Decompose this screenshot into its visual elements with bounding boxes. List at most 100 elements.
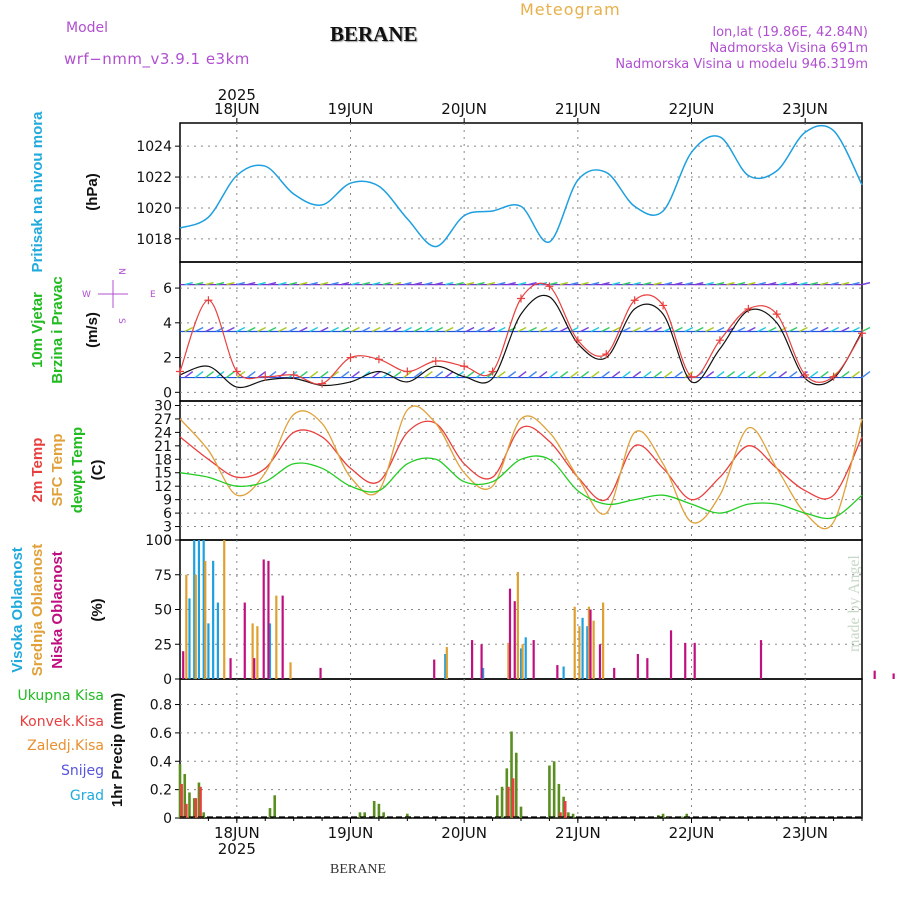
y-tick-label: 15 xyxy=(154,466,172,482)
y-tick-label: 1022 xyxy=(136,170,172,186)
wind-arrow xyxy=(340,326,350,333)
wind-gust-marker xyxy=(829,372,838,381)
wind-gust-marker xyxy=(318,379,327,388)
wind-gust-marker xyxy=(630,296,639,305)
y-tick-label: 9 xyxy=(163,493,172,509)
wind-arrow xyxy=(642,326,652,333)
precip-bar xyxy=(185,803,188,818)
wind-gust-marker xyxy=(374,355,383,364)
wind-arrow xyxy=(507,281,516,286)
wind-arrow xyxy=(799,326,808,333)
wind-gust-marker xyxy=(488,367,497,376)
model-label: Model xyxy=(66,20,109,36)
wind-gust-marker xyxy=(460,362,469,371)
wind-legend-e: E xyxy=(150,290,156,300)
wind-arrow xyxy=(715,326,725,333)
wind-gust-marker xyxy=(431,357,440,366)
wind-arrow xyxy=(299,326,308,333)
wind-arrow xyxy=(382,281,391,286)
wind-arrow xyxy=(236,370,246,379)
y-tick-label: 27 xyxy=(154,412,172,428)
wind-arrow xyxy=(548,370,558,379)
wind-arrow xyxy=(674,281,683,286)
wind-arrow xyxy=(861,370,871,379)
wind-arrow xyxy=(705,281,714,286)
wind-arrow xyxy=(747,326,756,333)
wind-arrow xyxy=(767,326,777,333)
wind-arrow xyxy=(788,281,798,286)
y-tick-label: 25 xyxy=(154,637,172,653)
wind-arrow xyxy=(309,326,319,333)
precip-bar xyxy=(372,800,376,818)
cloud-bar xyxy=(562,666,565,679)
wind-arrow xyxy=(465,326,475,333)
wind-gust-marker xyxy=(602,350,611,359)
wind-arrow xyxy=(340,281,350,286)
wind-legend-w: W xyxy=(82,290,91,300)
cloud-bar xyxy=(573,606,576,679)
temp-side-label-2: SFC Temp xyxy=(49,433,66,506)
precip-bar xyxy=(183,774,187,818)
cloud-bar xyxy=(223,540,226,679)
cloud-bar xyxy=(216,602,219,679)
y-tick-label: 6 xyxy=(163,281,172,297)
wind-arrow xyxy=(455,281,464,286)
wind-arrow xyxy=(528,326,537,333)
cloud-bar xyxy=(892,673,895,679)
precip-legend-3: Snijeg xyxy=(61,763,104,779)
wind-arrow xyxy=(778,281,787,286)
cloud-bar xyxy=(202,540,205,679)
wind-gust-marker xyxy=(687,372,696,381)
wind-arrow xyxy=(632,370,642,379)
wind-arrow xyxy=(830,326,840,333)
wind-arrow xyxy=(424,326,433,333)
wind-arrow xyxy=(757,281,766,286)
wind-arrow xyxy=(663,281,673,286)
wind-arrow xyxy=(570,281,579,286)
cloud-bar xyxy=(229,658,232,679)
x-date-label-top: 22JUN xyxy=(669,100,715,118)
wind-arrow xyxy=(486,281,496,286)
wind-arrow xyxy=(642,370,652,379)
y-tick-label: 0 xyxy=(163,385,172,401)
cloud-bar xyxy=(521,644,524,679)
wind-gust-marker xyxy=(858,329,866,338)
cloud-bar xyxy=(482,667,485,679)
y-tick-label: 4 xyxy=(163,316,172,332)
cloud-bar xyxy=(204,560,207,679)
temperature-line-2 xyxy=(179,455,863,520)
precip-bar xyxy=(358,812,362,818)
model-altitude-label: Nadmorska Visina u modelu 946.319m xyxy=(615,57,868,72)
wind-arrow xyxy=(309,370,319,379)
precip-y-label: 1hr Precip (mm) xyxy=(109,693,126,807)
wind-arrow xyxy=(246,370,256,379)
y-tick-label: 2 xyxy=(163,351,172,367)
wind-arrow xyxy=(476,281,485,286)
wind-arrow xyxy=(278,281,287,286)
wind-arrow xyxy=(361,326,371,333)
wind-arrow xyxy=(809,370,819,379)
precip-bar xyxy=(557,783,561,818)
temp-side-label-1: 2m Temp xyxy=(29,438,46,503)
wind-arrow xyxy=(205,326,214,333)
wind-arrow xyxy=(330,326,339,333)
y-tick-label: 24 xyxy=(154,425,172,441)
y-tick-label: 21 xyxy=(154,439,172,455)
wind-arrow xyxy=(184,281,193,286)
cloud-bar xyxy=(433,659,436,679)
wind-arrow xyxy=(590,326,600,333)
wind-gust-marker xyxy=(204,296,213,305)
wind-arrow xyxy=(736,370,746,379)
wind-arrow xyxy=(663,370,673,379)
wind-gust-marker xyxy=(403,367,412,376)
cloud-bar xyxy=(586,626,589,679)
wind-arrow xyxy=(225,370,235,379)
wind-arrow xyxy=(653,370,663,379)
wind-arrow xyxy=(809,281,819,286)
footer-station: BERANE xyxy=(330,862,386,877)
wind-gust-marker xyxy=(346,353,355,362)
wind-arrow xyxy=(423,370,433,379)
wind-arrow xyxy=(215,326,225,333)
cloud-bar xyxy=(578,626,581,679)
precip-bar xyxy=(406,813,409,818)
